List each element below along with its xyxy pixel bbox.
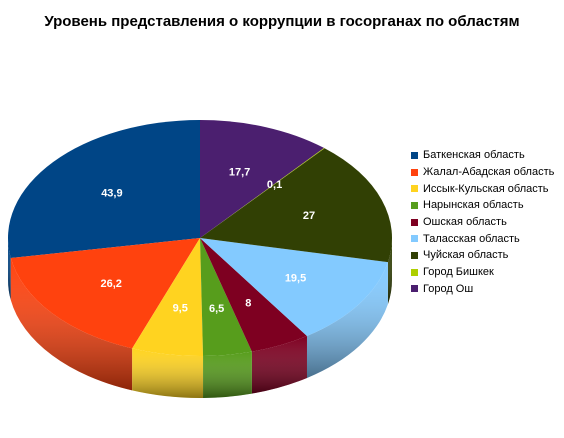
legend-label: Город Ош — [423, 282, 474, 295]
legend-item-город-ош: Город Ош — [411, 281, 554, 298]
slice-город-бишкек — [200, 147, 325, 238]
value-label-город-бишкек: 0,1 — [267, 179, 282, 191]
legend-swatch — [411, 151, 418, 159]
slice-side-shade — [306, 262, 388, 378]
legend-swatch — [411, 285, 418, 293]
legend-label: Чуйская область — [423, 249, 509, 262]
legend-item-жалал-абадская-область: Жалал-Абадская область — [411, 164, 554, 181]
legend-item-ошская-область: Ошская область — [411, 214, 554, 231]
value-label-иссык-кульская-область: 9,5 — [173, 303, 188, 315]
legend-item-иссык-кульская-область: Иссык-Кульская область — [411, 180, 554, 197]
slice-side-shade — [203, 351, 252, 398]
legend-label: Иссык-Кульская область — [423, 182, 549, 195]
slice-город-ош — [200, 120, 324, 238]
slice-чуйская-область — [200, 148, 392, 263]
legend-swatch — [411, 168, 418, 176]
legend-item-чуйская-область: Чуйская область — [411, 247, 554, 264]
legend-item-таласская-область: Таласская область — [411, 230, 554, 247]
legend-label: Ошская область — [423, 216, 507, 229]
legend-item-город-бишкек: Город Бишкек — [411, 264, 554, 281]
value-label-жалал-абадская-область: 26,2 — [100, 278, 121, 290]
legend-swatch — [411, 201, 418, 209]
chart-title: Уровень представления о коррупции в госо… — [44, 13, 520, 30]
legend-swatch — [411, 268, 418, 276]
legend-label: Баткенская область — [423, 149, 525, 162]
slice-нарынская-область — [200, 238, 252, 356]
legend-swatch — [411, 185, 418, 193]
legend-item-баткенская-область: Баткенская область — [411, 147, 554, 164]
legend-label: Жалал-Абадская область — [423, 166, 555, 179]
slice-side-shade — [8, 238, 11, 301]
legend-item-нарынская-область: Нарынская область — [411, 197, 554, 214]
value-label-ошская-область: 8 — [245, 297, 251, 309]
legend-label: Таласская область — [423, 232, 520, 245]
slice-жалал-абадская-область — [10, 238, 201, 349]
slice-иссык-кульская-область — [132, 238, 204, 356]
slice-side-shade — [387, 238, 392, 305]
legend: Баткенская область Жалал-Абадская область… — [411, 147, 554, 297]
slice-ошская-область — [200, 238, 307, 352]
value-label-таласская-область: 19,5 — [285, 273, 306, 285]
legend-label: Город Бишкек — [423, 266, 494, 279]
legend-swatch — [411, 251, 418, 259]
slice-side-shade — [10, 258, 133, 391]
slice-таласская-область — [200, 238, 388, 336]
legend-swatch — [411, 218, 418, 226]
value-label-чуйская-область: 27 — [303, 210, 315, 222]
pie-side-walls — [8, 238, 392, 398]
legend-label: Нарынская область — [423, 199, 524, 212]
pie-top-slices — [8, 120, 392, 356]
legend-swatch — [411, 235, 418, 243]
value-label-нарынская-область: 6,5 — [209, 303, 224, 315]
slice-баткенская-область — [8, 120, 201, 259]
slice-side-shade — [132, 348, 204, 398]
value-label-баткенская-область: 43,9 — [101, 187, 122, 199]
slice-side-shade — [251, 335, 307, 394]
pie-value-labels: 43,9 26,2 9,5 6,5 8 19,5 27 0,1 17,7 — [100, 167, 315, 316]
value-label-город-ош: 17,7 — [229, 167, 250, 179]
